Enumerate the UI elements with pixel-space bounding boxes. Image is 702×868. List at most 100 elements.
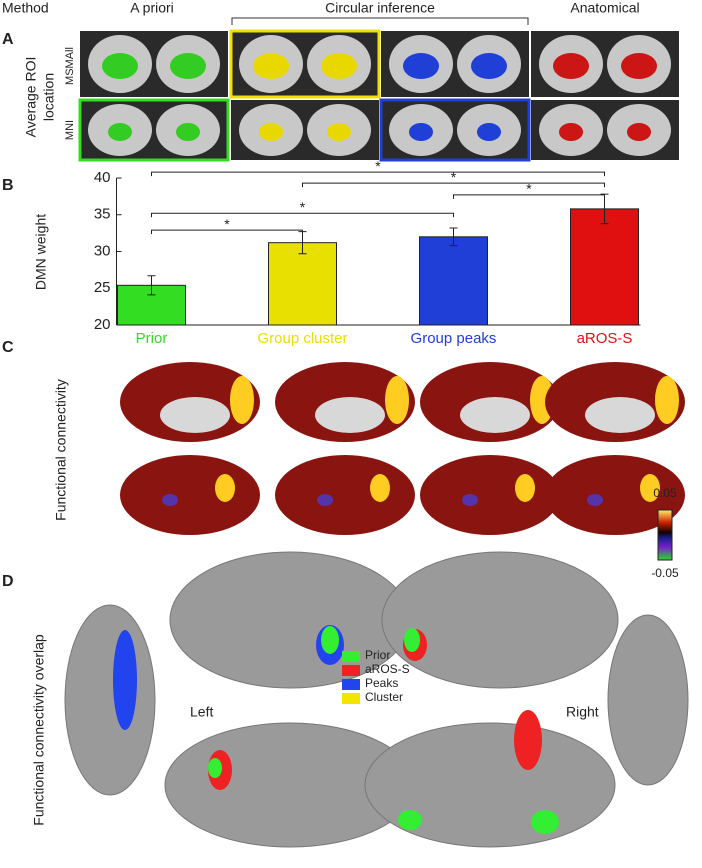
bar [570, 208, 639, 326]
brace [231, 17, 529, 25]
medial-wall [585, 397, 655, 433]
significance-label: * [451, 169, 457, 185]
colorbar-gradient [657, 509, 673, 561]
roi-blob [253, 53, 289, 79]
medial-wall [160, 397, 230, 433]
roi-image [229, 29, 381, 99]
hotspot [385, 376, 409, 424]
legend-label: Prior [365, 648, 390, 662]
lateral-map [275, 455, 415, 535]
axis-label: Functional connectivity [53, 379, 69, 521]
coldspot [317, 494, 333, 506]
hotspot [515, 474, 535, 502]
roi-image [80, 31, 228, 97]
lateral-map [120, 455, 260, 535]
header: Circular inference [325, 0, 435, 16]
legend-swatch [342, 665, 360, 676]
coldspot [587, 494, 603, 506]
y-tick-label: 35 [94, 206, 111, 223]
panel-letter: D [2, 573, 14, 590]
header: Method [2, 0, 49, 16]
legend-label: Cluster [365, 690, 403, 704]
roi-blob [553, 53, 589, 79]
row-label: MNI [64, 120, 76, 140]
legend-swatch [342, 651, 360, 662]
colorbar-label: 0.05 [653, 486, 677, 500]
roi-blob [176, 123, 200, 141]
error-bar [600, 193, 609, 225]
significance-bracket [151, 212, 454, 218]
roi-blob [627, 123, 651, 141]
significance-bracket [453, 194, 605, 199]
significance-label: * [526, 181, 532, 197]
y-tick-label: 30 [94, 242, 111, 259]
roi-image [231, 100, 379, 160]
legend-swatch [342, 693, 360, 704]
y-tick-label: 40 [94, 169, 111, 186]
bar-chart: 20 25 30 35 40 Prior Group cluster Group peaks a… [94, 158, 641, 347]
roi-image [531, 100, 679, 160]
y-tick-label: 25 [94, 279, 111, 296]
row-label: MSMAll [64, 47, 76, 85]
roi-blob [621, 53, 657, 79]
roi-blob [259, 123, 283, 141]
legend-label: Peaks [365, 676, 398, 690]
roi-blob [102, 53, 138, 79]
bar [268, 242, 337, 326]
colorbar-label: -0.05 [651, 566, 679, 580]
roi-blob [170, 53, 206, 79]
panel-letter: A [2, 31, 14, 48]
axis-label: location [41, 73, 57, 121]
roi-blob [403, 53, 439, 79]
header: Anatomical [570, 0, 639, 16]
panel-letter: C [2, 339, 14, 356]
roi-image [531, 31, 679, 97]
x-tick-label: aROS-S [577, 330, 633, 347]
legend-swatch [342, 679, 360, 690]
significance-label: * [300, 199, 306, 215]
coldspot [162, 494, 178, 506]
significance-bracket [151, 171, 605, 177]
roi-blob [471, 53, 507, 79]
significance-label: * [224, 216, 230, 232]
lateral-map [420, 455, 560, 535]
coldspot [462, 494, 478, 506]
hotspot [655, 376, 679, 424]
x-tick-label: Prior [136, 330, 168, 347]
roi-blob [108, 123, 132, 141]
medial-wall [315, 397, 385, 433]
side-label: Right [566, 704, 599, 720]
significance-bracket [302, 182, 605, 188]
axis-label: Functional connectivity overlap [31, 634, 47, 826]
x-tick-label: Group peaks [411, 330, 497, 347]
roi-blob [321, 53, 357, 79]
bar [419, 236, 488, 326]
side-label: Left [190, 704, 213, 720]
legend-label: aROS-S [365, 662, 410, 676]
roi-blob [559, 123, 583, 141]
roi-image [379, 98, 531, 162]
y-tick-label: 20 [94, 316, 111, 333]
colorbar: -0.05 0.05 [651, 486, 679, 580]
roi-blob [477, 123, 501, 141]
axis-label: Average ROI [23, 57, 39, 138]
error-bar [147, 275, 156, 296]
axis-label: DMN weight [33, 214, 49, 290]
roi-images [78, 29, 679, 162]
hotspot [230, 376, 254, 424]
roi-image [78, 98, 230, 162]
hotspot [640, 474, 660, 502]
header: A priori [130, 0, 174, 16]
connectivity-maps [120, 362, 685, 535]
x-tick-label: Group cluster [257, 330, 347, 347]
significance-label: * [375, 158, 381, 174]
hotspot [370, 474, 390, 502]
roi-image [381, 31, 529, 97]
hotspot [215, 474, 235, 502]
roi-blob [409, 123, 433, 141]
significance-bracket [151, 229, 303, 235]
panel-letter: B [2, 177, 14, 194]
error-bar [449, 227, 458, 247]
